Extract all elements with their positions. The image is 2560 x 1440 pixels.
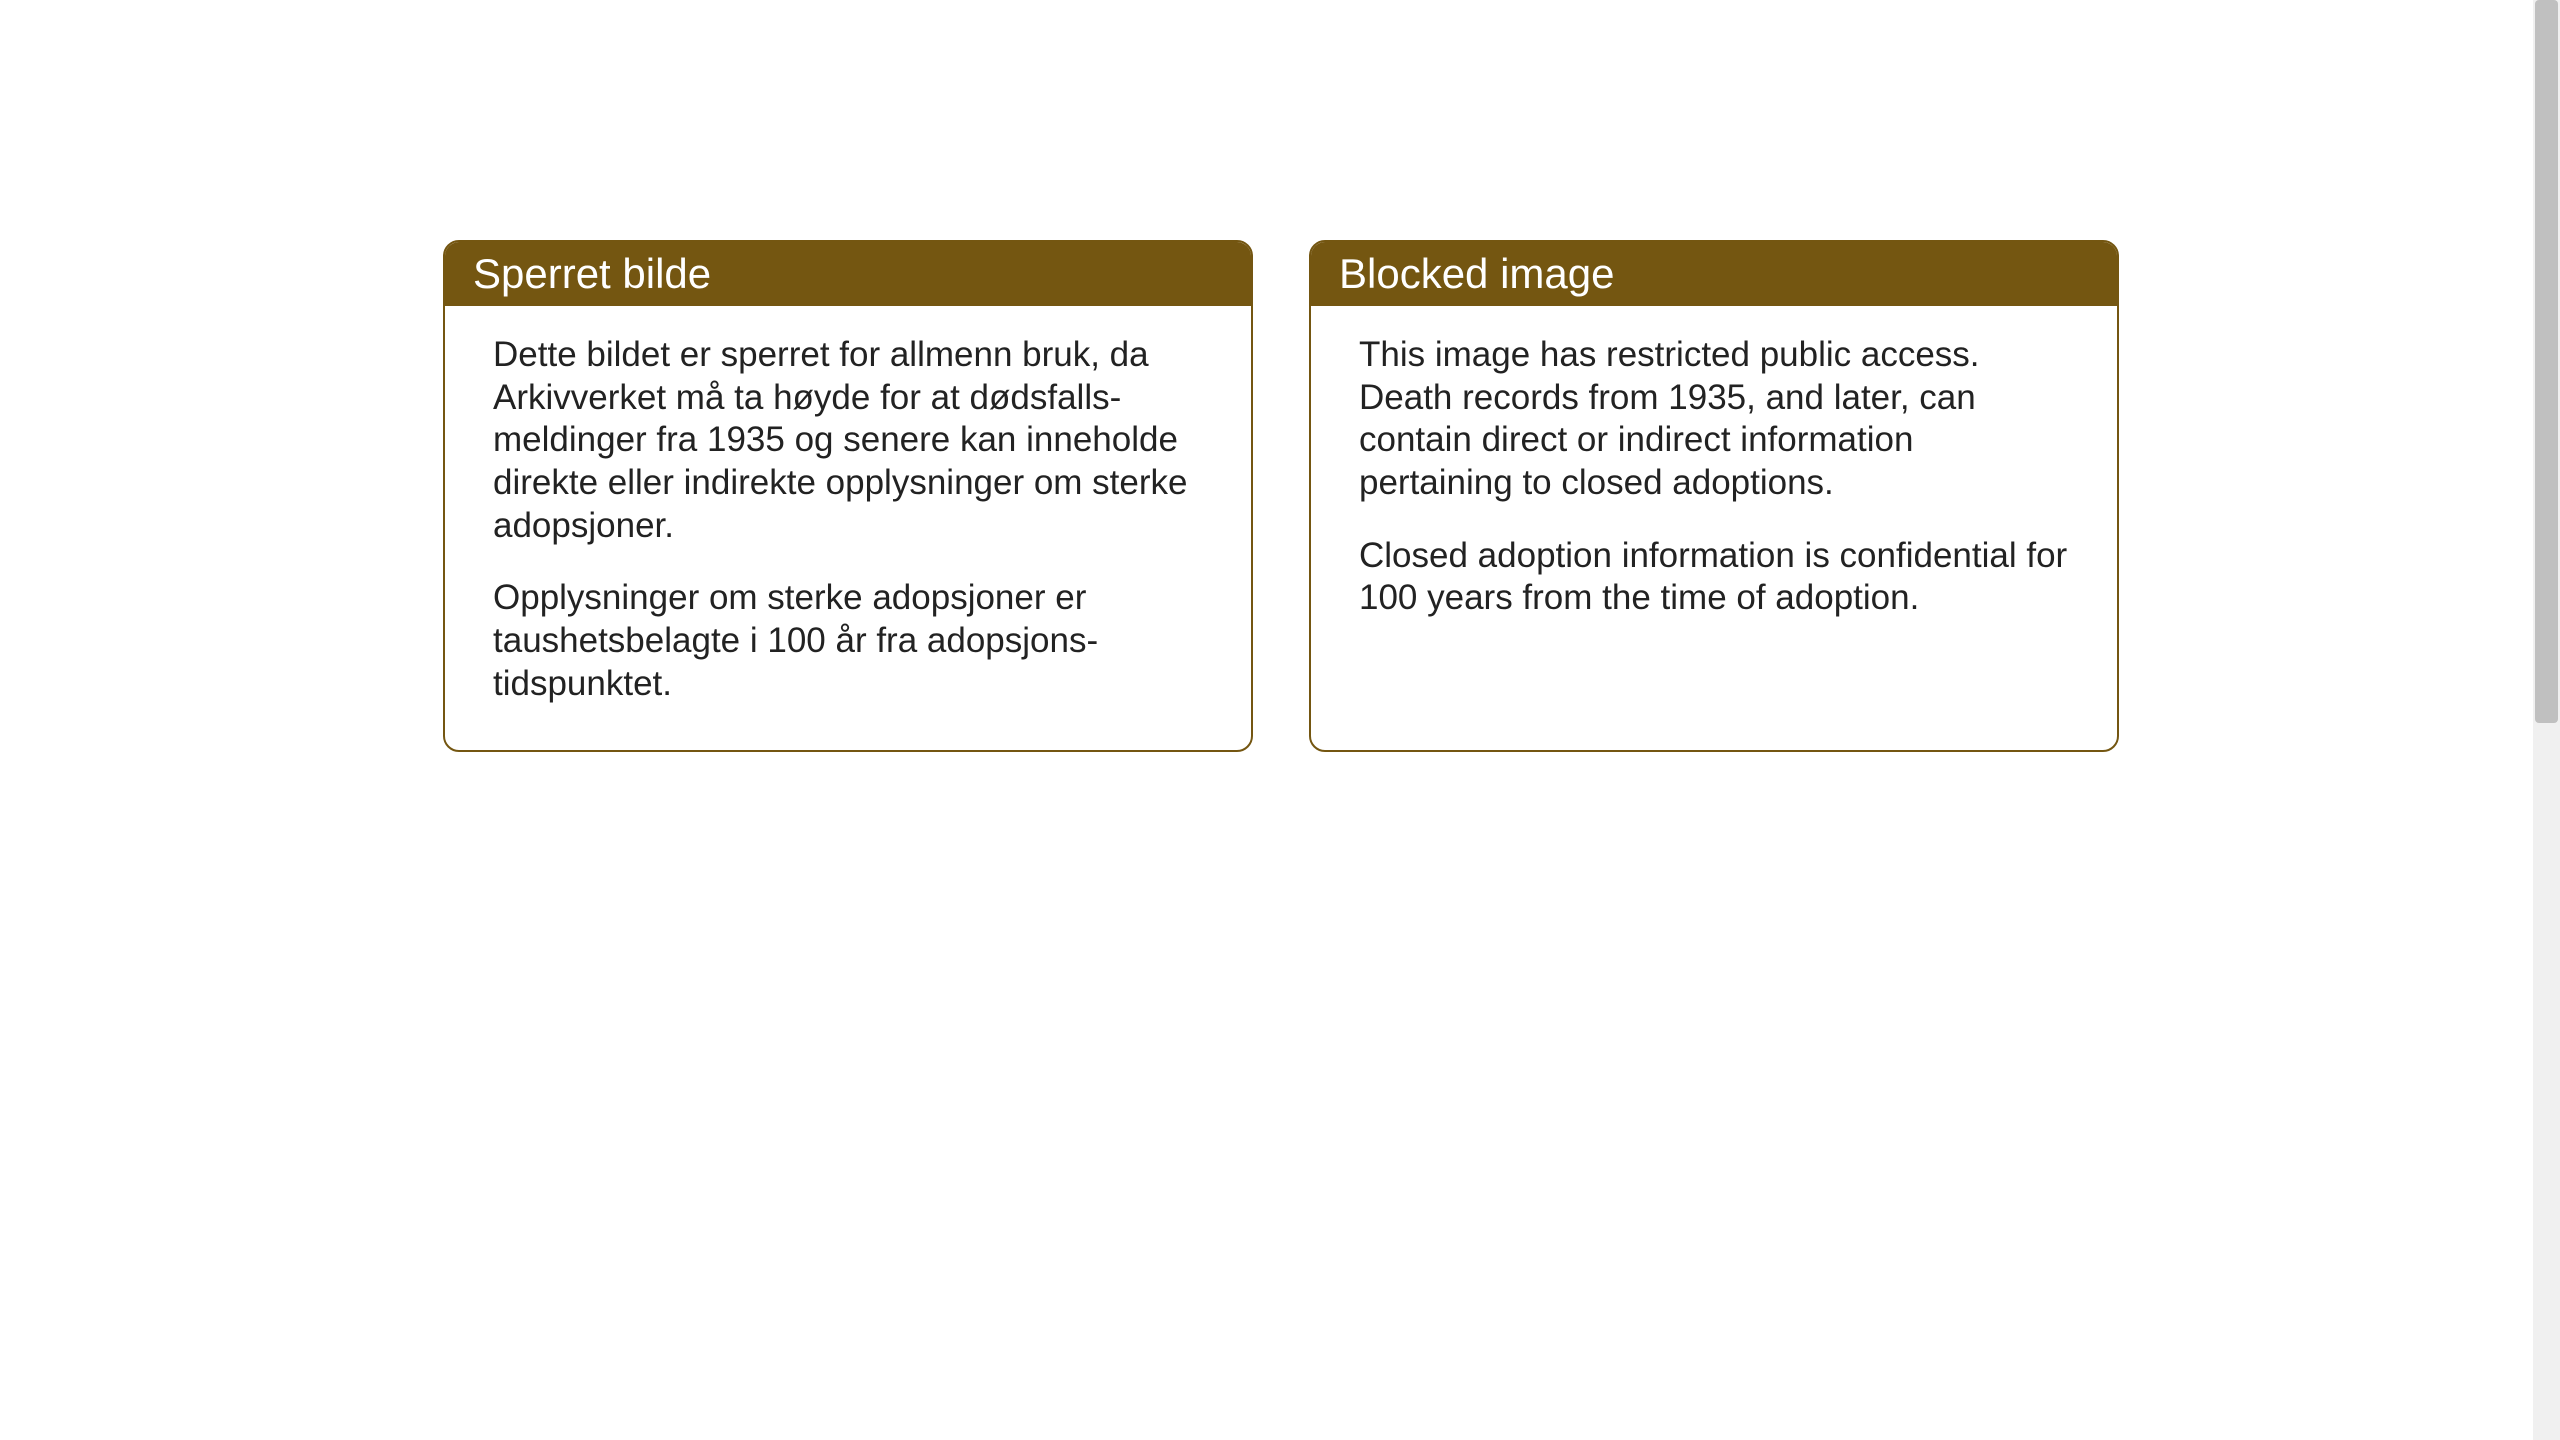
card-header-english: Blocked image bbox=[1311, 242, 2117, 306]
card-paragraph-norwegian-1: Dette bildet er sperret for allmenn bruk… bbox=[493, 334, 1203, 547]
card-paragraph-english-2: Closed adoption information is confident… bbox=[1359, 535, 2069, 620]
card-paragraph-norwegian-2: Opplysninger om sterke adopsjoner er tau… bbox=[493, 577, 1203, 705]
card-header-norwegian: Sperret bilde bbox=[445, 242, 1251, 306]
card-body-norwegian: Dette bildet er sperret for allmenn bruk… bbox=[445, 306, 1251, 746]
card-paragraph-english-1: This image has restricted public access.… bbox=[1359, 334, 2069, 505]
notice-card-english: Blocked image This image has restricted … bbox=[1309, 240, 2119, 752]
card-body-english: This image has restricted public access.… bbox=[1311, 306, 2117, 660]
notice-cards-container: Sperret bilde Dette bildet er sperret fo… bbox=[443, 240, 2119, 752]
vertical-scrollbar[interactable] bbox=[2533, 0, 2560, 1440]
notice-card-norwegian: Sperret bilde Dette bildet er sperret fo… bbox=[443, 240, 1253, 752]
scrollbar-thumb[interactable] bbox=[2535, 0, 2558, 723]
